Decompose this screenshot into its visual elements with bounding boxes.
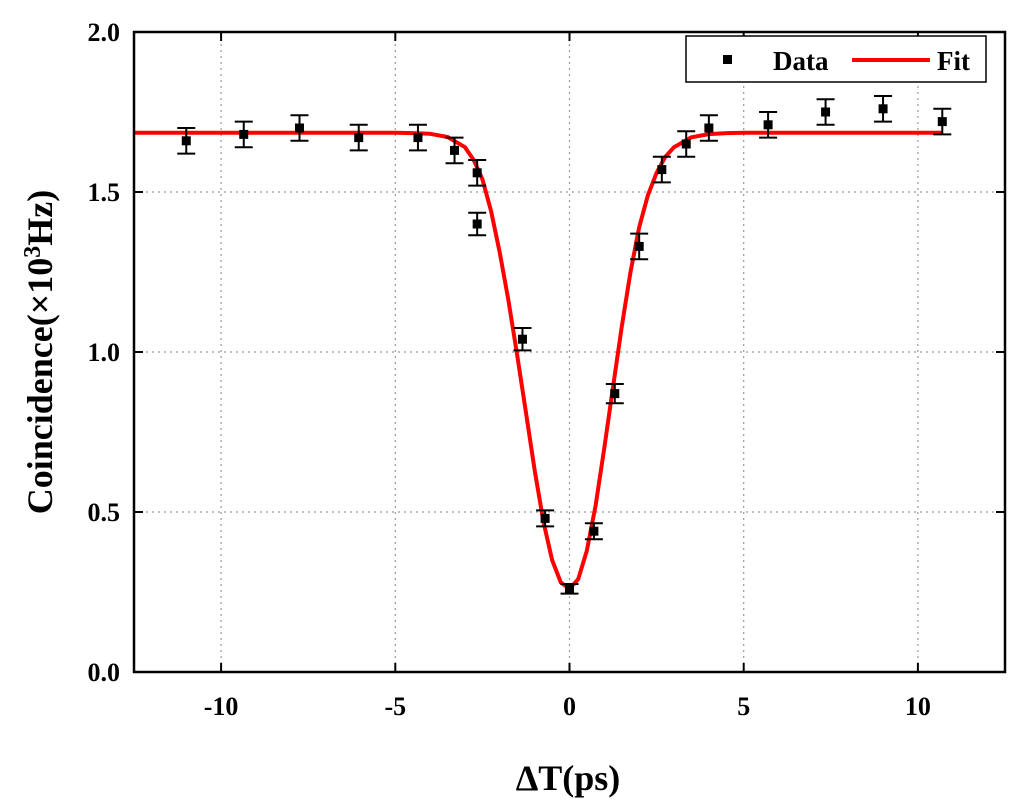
fit-series xyxy=(134,130,943,591)
data-point xyxy=(408,123,427,152)
data-point xyxy=(605,383,624,405)
data-marker xyxy=(657,165,667,175)
data-marker xyxy=(610,389,620,399)
data-marker xyxy=(181,136,191,146)
y-tick-label: 1.0 xyxy=(88,338,121,367)
data-point xyxy=(677,130,696,158)
data-marker xyxy=(878,104,888,114)
data-marker xyxy=(681,139,691,149)
data-marker xyxy=(517,334,527,344)
fit-curve xyxy=(134,130,943,591)
data-marker xyxy=(540,513,550,523)
data-point xyxy=(468,159,487,187)
tick-labels: -10 -5 0 5 10 0.0 0.5 1.0 1.5 2.0 xyxy=(88,18,931,721)
data-marker xyxy=(763,120,773,130)
x-tick-label: -10 xyxy=(204,692,239,721)
data-point xyxy=(513,327,532,352)
data-point xyxy=(234,120,253,149)
data-marker xyxy=(413,133,423,143)
legend-box xyxy=(685,35,987,83)
y-axis-title-main: Coincidence(×10 xyxy=(20,258,60,514)
x-tick-label: 0 xyxy=(563,692,576,721)
data-marker xyxy=(589,526,599,536)
y-axis-title-sup: 3 xyxy=(20,246,46,258)
y-tick-label: 2.0 xyxy=(88,18,121,47)
data-point xyxy=(816,98,835,126)
data-point xyxy=(759,111,778,139)
data-point xyxy=(630,232,649,261)
data-marker xyxy=(472,168,482,178)
y-axis-title-tail: Hz) xyxy=(20,190,60,246)
data-point xyxy=(445,136,464,165)
data-marker xyxy=(239,129,249,139)
data-point xyxy=(699,114,718,142)
data-marker xyxy=(565,584,574,594)
data-point xyxy=(652,155,671,184)
legend-fit-label: Fit xyxy=(937,46,970,76)
data-point xyxy=(290,114,309,142)
data-point xyxy=(560,583,579,595)
legend-data-label: Data xyxy=(773,46,829,76)
data-point xyxy=(468,211,487,237)
data-point xyxy=(933,107,952,136)
x-tick-label: -5 xyxy=(384,692,406,721)
data-marker xyxy=(294,123,304,133)
y-tick-label: 0.0 xyxy=(88,658,121,687)
data-marker xyxy=(634,241,644,251)
y-tick-label: 1.5 xyxy=(88,178,121,207)
grid xyxy=(134,31,1005,673)
data-point xyxy=(349,123,368,152)
axis-ticks xyxy=(134,31,1005,673)
data-series xyxy=(177,95,952,595)
x-axis-title: ΔT(ps) xyxy=(516,758,621,798)
y-axis-title: Coincidence(×103Hz) xyxy=(20,190,60,514)
y-tick-label: 0.5 xyxy=(88,498,121,527)
data-marker xyxy=(472,219,482,229)
data-point xyxy=(536,509,555,528)
legend-data-marker xyxy=(723,55,732,64)
data-point xyxy=(177,127,196,155)
data-point xyxy=(874,95,893,123)
data-marker xyxy=(450,145,460,155)
x-tick-label: 10 xyxy=(905,692,931,721)
data-marker xyxy=(704,123,714,133)
legend: Data Fit xyxy=(685,35,987,83)
x-tick-label: 5 xyxy=(737,692,750,721)
data-point xyxy=(584,522,603,541)
data-marker xyxy=(821,107,831,117)
data-marker xyxy=(937,117,947,127)
data-marker xyxy=(354,133,364,143)
